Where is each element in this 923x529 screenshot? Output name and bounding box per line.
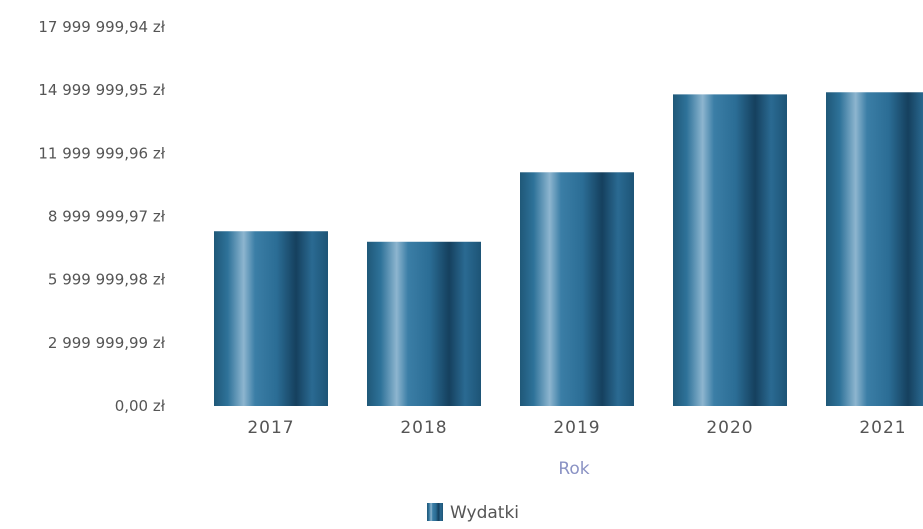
bar-2019 xyxy=(520,172,634,406)
x-tick-label: 2017 xyxy=(247,418,294,438)
y-tick-label: 14 999 999,95 zł xyxy=(38,81,165,99)
bar-2017 xyxy=(214,231,328,406)
y-tick-label: 11 999 999,96 zł xyxy=(38,144,165,162)
bars xyxy=(214,92,923,407)
bar-2020 xyxy=(673,94,787,406)
y-tick-label: 2 999 999,99 zł xyxy=(48,334,166,352)
bar-2021 xyxy=(826,92,923,407)
x-axis-ticks: 2017 2018 2019 2020 2021 xyxy=(247,418,906,438)
x-tick-label: 2019 xyxy=(553,418,600,438)
y-tick-label: 5 999 999,98 zł xyxy=(48,271,166,289)
x-axis-label: Rok xyxy=(558,459,589,479)
y-tick-label: 17 999 999,94 zł xyxy=(38,18,165,36)
x-tick-label: 2018 xyxy=(400,418,447,438)
y-tick-label: 0,00 zł xyxy=(115,397,166,415)
bar-2018 xyxy=(367,241,481,406)
legend-swatch xyxy=(427,503,443,521)
y-tick-label: 8 999 999,97 zł xyxy=(48,208,166,226)
legend-label-wydatki: Wydatki xyxy=(450,503,519,523)
x-tick-label: 2021 xyxy=(859,418,906,438)
y-axis-ticks: 0,00 zł 2 999 999,99 zł 5 999 999,98 zł 8 9… xyxy=(38,18,165,415)
legend: Wydatki xyxy=(427,503,519,523)
x-tick-label: 2020 xyxy=(706,418,753,438)
